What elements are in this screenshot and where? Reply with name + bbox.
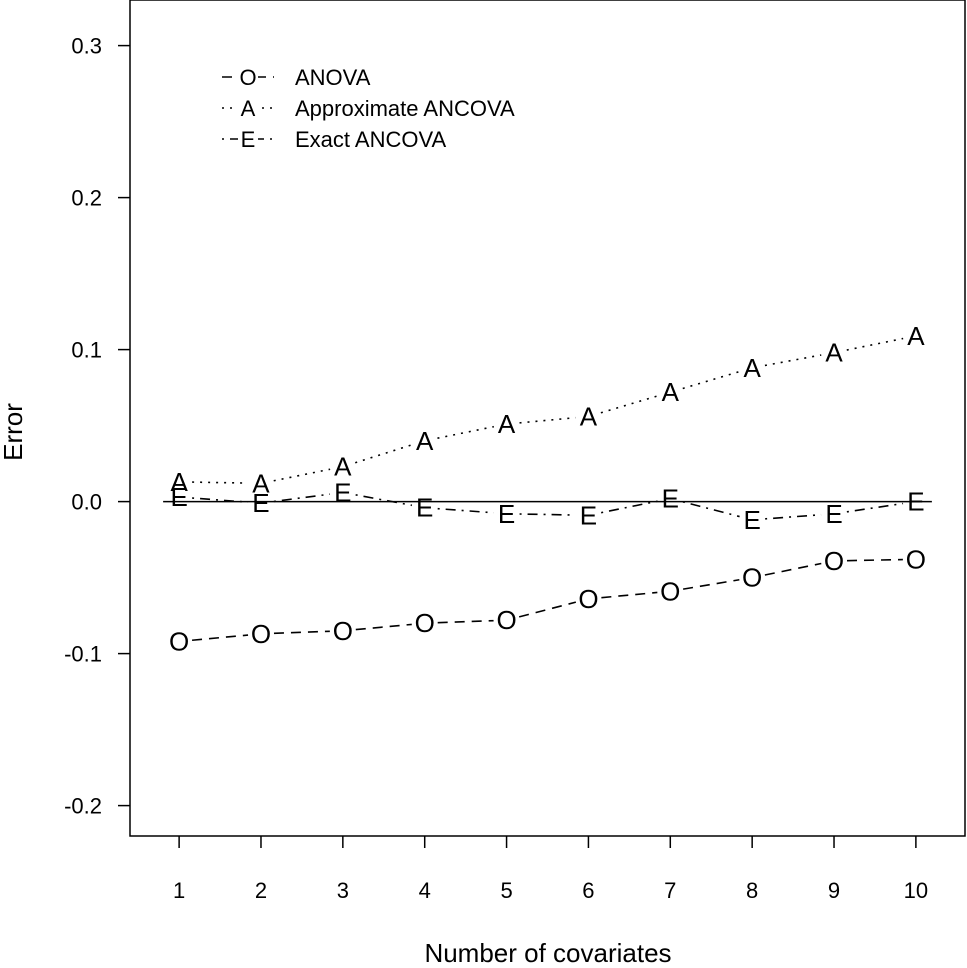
data-point: E: [907, 487, 924, 517]
x-tick-label: 5: [500, 878, 512, 903]
data-point: O: [824, 546, 844, 576]
legend-marker-bg: [238, 96, 258, 120]
series-line-segment: [519, 416, 576, 424]
series-line-segment: [682, 578, 740, 590]
data-point: A: [662, 377, 680, 407]
data-point: O: [660, 576, 680, 606]
y-tick-label: 0.1: [71, 338, 102, 363]
series-E: E E EE E EEE E E: [170, 477, 924, 534]
y-tick-label: 0.3: [71, 34, 102, 59]
data-point: A: [907, 321, 925, 351]
series-line-segment: [191, 634, 249, 642]
series-line-segment: [437, 619, 494, 624]
data-point: E: [662, 484, 679, 514]
plot-frame: [129, 0, 966, 837]
data-point: A: [743, 353, 761, 383]
data-point: E: [825, 499, 842, 529]
data-point: A: [334, 452, 352, 482]
series-line-segment: [437, 425, 494, 439]
x-tick-label: 8: [746, 878, 758, 903]
series-line-segment: [764, 562, 822, 576]
x-axis: 1 2 3 4 5 6 7 8 9 10: [173, 836, 928, 903]
y-axis: -0.2 -0.1 0.0 0.1 0.2 0.3: [64, 34, 130, 819]
data-point: O: [742, 563, 762, 593]
series-line-segment: [273, 630, 330, 635]
x-axis-title: Number of covariates: [424, 938, 671, 968]
data-point: O: [333, 616, 353, 646]
x-tick-label: 10: [904, 878, 928, 903]
x-tick-label: 2: [255, 878, 267, 903]
series-line-segment: [192, 481, 248, 484]
y-tick-label: 0.0: [71, 490, 102, 515]
series-line-segment: [355, 623, 412, 631]
legend-entry: Approximate ANCOVA: [295, 96, 515, 121]
y-tick-label: -0.2: [64, 794, 102, 819]
data-point: E: [498, 499, 515, 529]
data-point: E: [170, 482, 187, 512]
series-A: A A A A A A A A A A: [170, 321, 925, 498]
data-point: E: [580, 500, 597, 530]
x-tick-label: 7: [664, 878, 676, 903]
data-point: A: [416, 426, 434, 456]
data-point: A: [580, 401, 598, 431]
data-point: O: [251, 619, 271, 649]
data-point: O: [169, 626, 189, 656]
x-tick-label: 9: [828, 878, 840, 903]
y-tick-label: 0.2: [71, 186, 102, 211]
series-line-segment: [519, 513, 576, 516]
series-line-segment: [273, 493, 331, 503]
data-point: E: [334, 477, 351, 507]
legend: O ANOVA A Approximate ANCOVA E Exact ANCOVA: [222, 65, 515, 152]
x-tick-label: 4: [419, 878, 431, 903]
x-tick-label: 1: [173, 878, 185, 903]
data-point: A: [498, 409, 516, 439]
series-line-segment: [354, 443, 413, 464]
series-line-segment: [601, 591, 658, 599]
data-point: A: [825, 338, 843, 368]
y-axis-title: Error: [0, 403, 28, 461]
data-point: E: [743, 505, 760, 535]
data-point: O: [906, 544, 926, 574]
series-line-segment: [847, 558, 903, 562]
series-O: O O O O O O O O O O: [169, 544, 926, 656]
series-line-segment: [437, 507, 494, 514]
data-point: E: [252, 488, 269, 518]
series-line-segment: [846, 502, 904, 513]
data-point: A: [170, 467, 188, 497]
series-line-segment: [846, 337, 904, 351]
series-line-segment: [682, 370, 740, 390]
data-point: O: [415, 608, 435, 638]
x-tick-label: 6: [582, 878, 594, 903]
legend-marker: O: [239, 65, 256, 90]
series-line-segment: [600, 395, 659, 414]
series-line-segment: [518, 601, 577, 618]
series-line-segment: [765, 513, 822, 520]
data-point: O: [496, 605, 516, 635]
series-line-segment: [764, 354, 822, 367]
legend-marker: E: [241, 127, 256, 152]
y-tick-label: -0.1: [64, 642, 102, 667]
series-line-segment: [192, 497, 249, 503]
series-line-segment: [601, 500, 658, 514]
x-tick-label: 3: [337, 878, 349, 903]
legend-entry: ANOVA: [295, 65, 371, 90]
series-line-segment: [273, 468, 331, 482]
legend-marker-bg: [238, 65, 258, 89]
series-line-segment: [355, 494, 413, 507]
data-point: E: [416, 493, 433, 523]
legend-entry: Exact ANCOVA: [295, 127, 447, 152]
legend-marker: A: [241, 96, 256, 121]
data-point: A: [252, 468, 270, 498]
data-point: O: [578, 584, 598, 614]
legend-marker-bg: [238, 127, 258, 151]
series-line-segment: [682, 501, 740, 518]
